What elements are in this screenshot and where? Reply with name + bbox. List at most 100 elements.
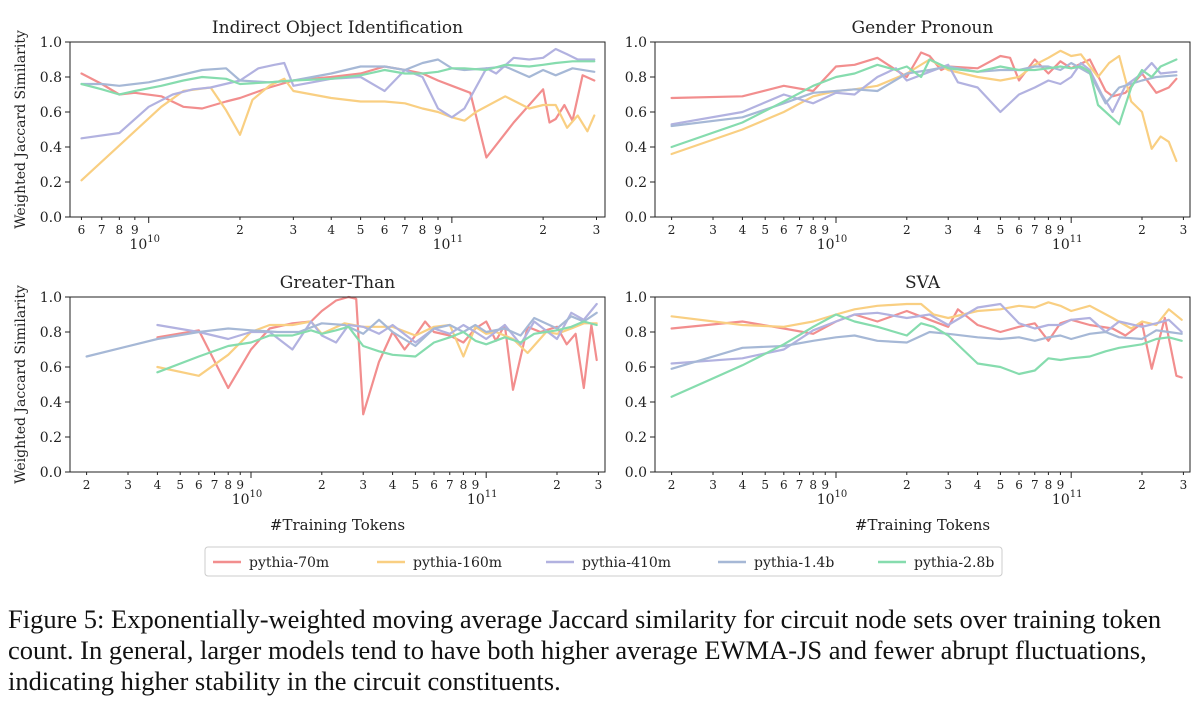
y-tick-label: 0.0 <box>625 465 647 481</box>
y-axis-label: Weighted Jaccard Similarity <box>13 285 29 484</box>
series-line-pythia-410m <box>670 302 1183 365</box>
legend: pythia-70m pythia-160m pythia-410m pythia-1… <box>204 546 1003 577</box>
x-minor-tick-label: 2 <box>1138 223 1146 237</box>
x-major-tick-label: 1010 <box>817 489 848 508</box>
x-minor-tick-label: 4 <box>739 223 747 237</box>
x-minor-tick-label: 9 <box>472 478 480 492</box>
x-minor-tick-label: 3 <box>944 223 952 237</box>
x-minor-tick-label: 2 <box>1138 478 1146 492</box>
x-minor-tick-label: 3 <box>1180 223 1188 237</box>
x-minor-tick-label: 9 <box>1057 478 1065 492</box>
x-major-tick-exponent: 10 <box>250 489 263 500</box>
legend-label-pythia-70m: pythia-70m <box>249 555 329 571</box>
x-major-tick-exponent: 10 <box>835 234 848 245</box>
x-major-tick-label: 1010 <box>817 234 848 253</box>
x-minor-tick-label: 3 <box>124 478 132 492</box>
x-minor-tick-label: 2 <box>539 223 547 237</box>
x-minor-tick-label: 9 <box>1057 223 1065 237</box>
x-major-tick-exponent: 10 <box>835 489 848 500</box>
x-minor-tick-label: 4 <box>739 478 747 492</box>
y-tick-label: 0.0 <box>40 465 62 481</box>
y-tick-label: 1.0 <box>40 35 62 51</box>
x-minor-tick-label: 5 <box>357 223 365 237</box>
x-major-tick-exponent: 10 <box>147 234 160 245</box>
x-minor-tick-label: 9 <box>821 478 829 492</box>
y-tick-label: 0.4 <box>625 140 647 156</box>
x-minor-tick-label: 2 <box>903 478 911 492</box>
x-minor-tick-label: 2 <box>236 223 244 237</box>
series-line-pythia-2.8b <box>670 313 1183 398</box>
x-minor-tick-label: 4 <box>974 223 982 237</box>
x-minor-tick-label: 9 <box>821 223 829 237</box>
x-minor-tick-label: 8 <box>460 478 468 492</box>
y-tick-label: 0.0 <box>625 210 647 226</box>
legend-label-pythia-410m: pythia-410m <box>582 555 671 571</box>
x-major-tick-exponent: 11 <box>1070 234 1083 245</box>
x-minor-tick-label: 6 <box>780 223 788 237</box>
y-tick-label: 0.6 <box>40 360 62 376</box>
legend-box <box>204 546 1003 577</box>
x-minor-tick-label: 4 <box>974 478 982 492</box>
y-tick-label: 0.8 <box>625 325 647 341</box>
x-minor-tick-label: 7 <box>1031 478 1039 492</box>
x-minor-tick-label: 7 <box>446 478 454 492</box>
x-major-tick-exponent: 11 <box>485 489 498 500</box>
x-minor-tick-label: 7 <box>1031 223 1039 237</box>
y-tick-label: 0.4 <box>40 395 62 411</box>
chart-title: Gender Pronoun <box>852 18 994 38</box>
x-major-tick-label: 1011 <box>1052 489 1083 508</box>
series-line-pythia-70m <box>156 295 598 416</box>
x-minor-tick-label: 3 <box>290 223 298 237</box>
series-line-pythia-1.4b <box>670 329 1183 370</box>
x-minor-tick-label: 3 <box>359 478 367 492</box>
x-minor-tick-label: 9 <box>236 478 244 492</box>
series-line-pythia-410m <box>670 61 1178 126</box>
x-major-tick-label: 1010 <box>232 489 263 508</box>
x-minor-tick-label: 3 <box>1180 478 1188 492</box>
x-minor-tick-label: 3 <box>709 478 717 492</box>
x-minor-tick-label: 8 <box>809 223 817 237</box>
chart-panel-1: Indirect Object Identification 0.0 0.2 0.4 0… <box>13 18 606 253</box>
figure-caption: Figure 5: Exponentially-weighted moving … <box>8 604 1162 696</box>
y-tick-label: 0.2 <box>40 175 62 191</box>
series-line-pythia-1.4b <box>80 58 596 87</box>
x-major-tick-label: 1010 <box>129 234 160 253</box>
y-tick-label: 1.0 <box>40 290 62 306</box>
x-minor-tick-label: 9 <box>131 223 139 237</box>
figure-canvas: Indirect Object Identification 0.0 0.2 0.4 0… <box>13 18 1191 577</box>
x-minor-tick-label: 2 <box>903 223 911 237</box>
x-minor-tick-label: 7 <box>796 223 804 237</box>
y-axis-label: Weighted Jaccard Similarity <box>13 30 29 229</box>
series-line-pythia-70m <box>670 308 1183 379</box>
y-tick-label: 0.4 <box>625 395 647 411</box>
series-line-pythia-2.8b <box>80 60 596 96</box>
x-minor-tick-label: 8 <box>419 223 427 237</box>
plot-frame <box>654 296 1191 473</box>
x-minor-tick-label: 7 <box>211 478 219 492</box>
y-tick-label: 1.0 <box>625 290 647 306</box>
y-tick-label: 0.2 <box>625 430 647 446</box>
x-major-tick-label: 1011 <box>433 234 464 253</box>
x-minor-tick-label: 4 <box>389 478 397 492</box>
x-minor-tick-label: 8 <box>1045 223 1053 237</box>
y-tick-label: 0.2 <box>40 430 62 446</box>
legend-label-pythia-2.8b: pythia-2.8b <box>914 555 994 571</box>
series-line-pythia-2.8b <box>156 320 598 374</box>
y-tick-label: 0.8 <box>625 70 647 86</box>
x-major-tick-label: 1011 <box>1052 234 1083 253</box>
x-minor-tick-label: 5 <box>997 478 1005 492</box>
x-axis-label: #Training Tokens <box>855 516 990 534</box>
x-minor-tick-label: 6 <box>1015 223 1023 237</box>
legend-label-pythia-160m: pythia-160m <box>413 555 502 571</box>
x-minor-tick-label: 7 <box>98 223 106 237</box>
y-tick-label: 0.0 <box>40 210 62 226</box>
x-minor-tick-label: 2 <box>318 478 326 492</box>
series-line-pythia-1.4b <box>670 61 1178 128</box>
y-tick-label: 0.6 <box>625 105 647 121</box>
legend-label-pythia-1.4b: pythia-1.4b <box>754 555 834 571</box>
x-minor-tick-label: 2 <box>553 478 561 492</box>
x-minor-tick-label: 4 <box>327 223 335 237</box>
y-tick-label: 0.6 <box>40 105 62 121</box>
